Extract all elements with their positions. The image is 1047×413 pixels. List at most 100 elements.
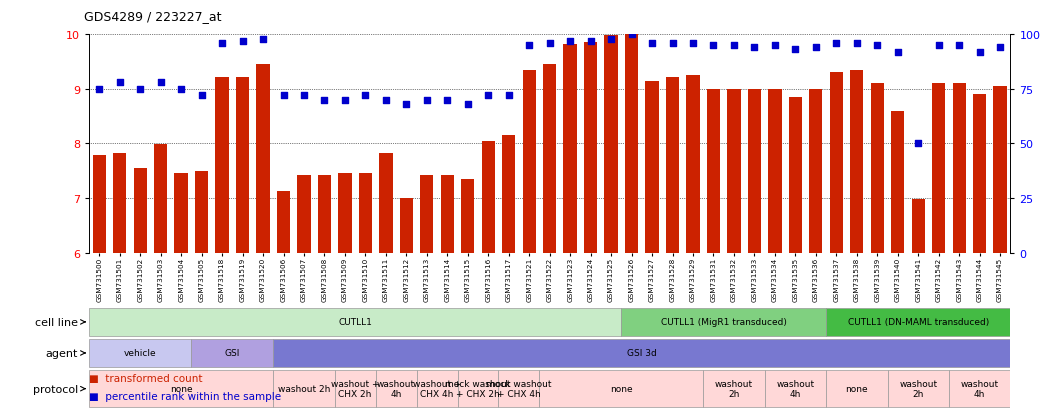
Point — [132, 86, 149, 93]
Bar — [175, 174, 187, 253]
Bar — [891, 112, 905, 253]
Bar — [850, 71, 864, 253]
Point — [972, 49, 988, 56]
Point — [644, 40, 661, 47]
Bar — [687, 76, 699, 253]
FancyBboxPatch shape — [826, 370, 888, 407]
Point — [582, 38, 599, 45]
Bar — [953, 84, 965, 253]
Bar — [994, 87, 1007, 253]
Text: washout +
CHX 2h: washout + CHX 2h — [331, 379, 379, 399]
FancyBboxPatch shape — [458, 370, 498, 407]
Text: GSI: GSI — [225, 349, 240, 358]
Text: mock washout
+ CHX 4h: mock washout + CHX 4h — [486, 379, 552, 399]
Bar — [154, 145, 168, 253]
FancyBboxPatch shape — [764, 370, 826, 407]
Point — [848, 40, 865, 47]
Bar — [482, 141, 495, 253]
Point — [295, 93, 312, 100]
FancyBboxPatch shape — [826, 308, 1010, 336]
Bar — [216, 78, 228, 253]
Text: washout
2h: washout 2h — [715, 379, 753, 399]
FancyBboxPatch shape — [89, 370, 273, 407]
Text: CUTLL1: CUTLL1 — [338, 318, 372, 327]
Point — [214, 40, 230, 47]
Bar — [236, 78, 249, 253]
Bar — [338, 174, 352, 253]
FancyBboxPatch shape — [498, 370, 539, 407]
Text: CUTLL1 (MigR1 transduced): CUTLL1 (MigR1 transduced) — [661, 318, 786, 327]
Bar — [195, 172, 208, 253]
Bar — [503, 136, 515, 253]
Bar — [768, 90, 781, 253]
FancyBboxPatch shape — [539, 370, 704, 407]
Bar — [829, 73, 843, 253]
Text: washout
4h: washout 4h — [776, 379, 815, 399]
Text: none: none — [846, 384, 868, 393]
Bar — [809, 90, 823, 253]
Point — [828, 40, 845, 47]
Text: vehicle: vehicle — [124, 349, 156, 358]
Text: ■  transformed count: ■ transformed count — [89, 373, 202, 383]
Text: GDS4289 / 223227_at: GDS4289 / 223227_at — [84, 10, 221, 23]
Point — [419, 97, 436, 104]
FancyBboxPatch shape — [89, 339, 192, 368]
Text: washout
4h: washout 4h — [960, 379, 999, 399]
Bar — [788, 98, 802, 253]
Bar — [748, 90, 761, 253]
Bar — [400, 199, 413, 253]
FancyBboxPatch shape — [273, 370, 335, 407]
Point — [931, 43, 948, 49]
Point — [623, 32, 640, 38]
Text: cell line: cell line — [35, 317, 77, 327]
Bar — [604, 36, 618, 253]
Text: ■  percentile rank within the sample: ■ percentile rank within the sample — [89, 392, 282, 401]
Point — [235, 38, 251, 45]
Text: washout 2h: washout 2h — [277, 384, 330, 393]
Bar — [461, 179, 474, 253]
Point — [152, 80, 169, 86]
Point — [357, 93, 374, 100]
Point — [766, 43, 783, 49]
FancyBboxPatch shape — [273, 339, 1010, 368]
Text: CUTLL1 (DN-MAML transduced): CUTLL1 (DN-MAML transduced) — [848, 318, 988, 327]
Bar — [134, 169, 147, 253]
Point — [807, 45, 824, 52]
FancyBboxPatch shape — [335, 370, 376, 407]
Point — [378, 97, 395, 104]
Point — [726, 43, 742, 49]
Bar — [257, 65, 270, 253]
Bar — [666, 78, 680, 253]
Point — [747, 45, 763, 52]
Point — [480, 93, 496, 100]
Bar — [871, 84, 884, 253]
Bar — [522, 71, 536, 253]
Point — [869, 43, 886, 49]
Point — [889, 49, 906, 56]
Bar — [420, 175, 433, 253]
Bar — [318, 176, 331, 253]
Point — [910, 141, 927, 147]
Bar — [707, 90, 720, 253]
Point — [173, 86, 190, 93]
Bar — [563, 45, 577, 253]
Text: none: none — [170, 384, 193, 393]
Point — [685, 40, 701, 47]
Bar — [113, 154, 127, 253]
Point — [787, 47, 804, 54]
Point — [541, 40, 558, 47]
Point — [398, 102, 415, 108]
Text: none: none — [610, 384, 632, 393]
Point — [254, 36, 271, 43]
Text: washout
2h: washout 2h — [899, 379, 937, 399]
Bar — [297, 175, 311, 253]
Point — [439, 97, 455, 104]
Bar — [543, 65, 556, 253]
Bar — [973, 95, 986, 253]
Point — [275, 93, 292, 100]
Bar — [379, 154, 393, 253]
Bar — [645, 81, 659, 253]
Text: washout +
CHX 4h: washout + CHX 4h — [413, 379, 462, 399]
Point — [664, 40, 681, 47]
FancyBboxPatch shape — [417, 370, 458, 407]
